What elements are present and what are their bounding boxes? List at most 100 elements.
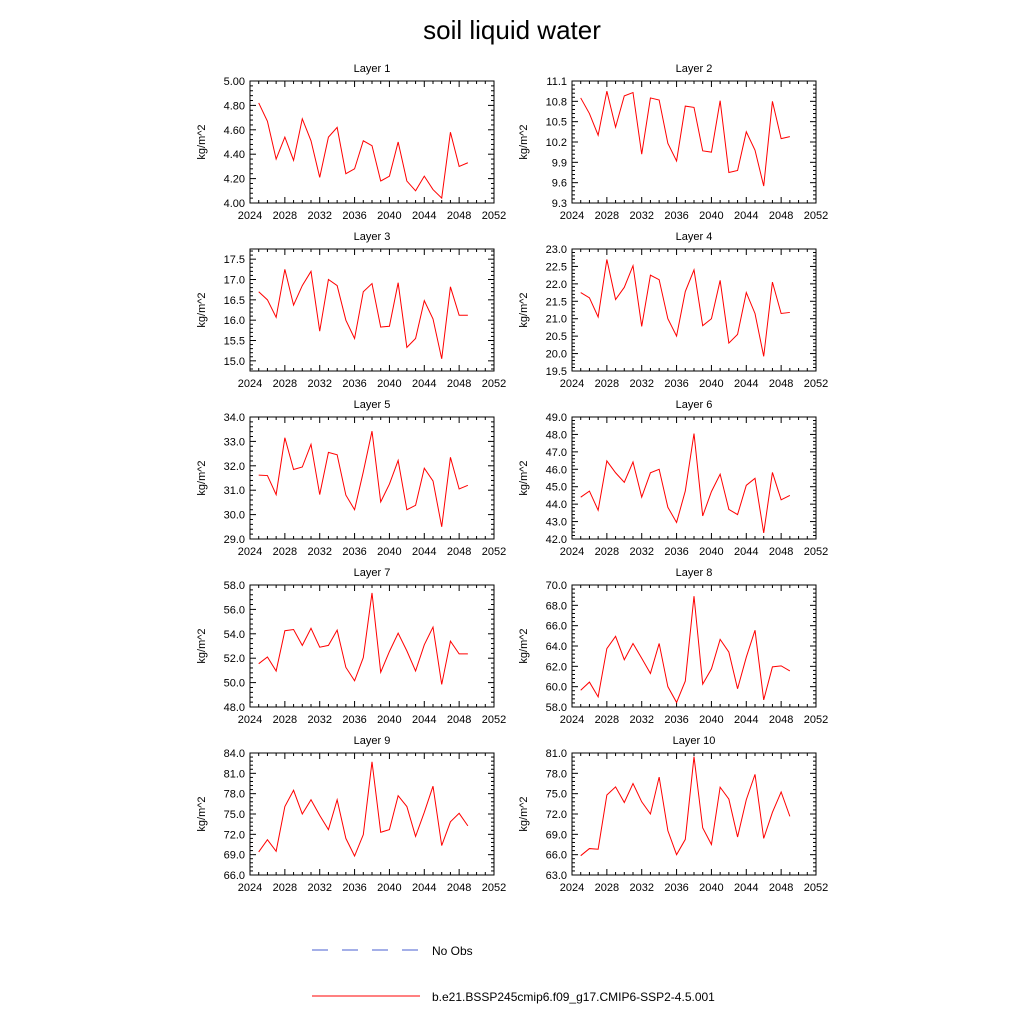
x-tick-label: 2032: [629, 882, 653, 894]
plot-frame: [249, 416, 495, 540]
legend-label-no-obs: No Obs: [432, 944, 473, 958]
x-tick-label: 2036: [342, 378, 366, 390]
x-tick-label: 2040: [377, 210, 401, 222]
y-tick-label: 34.0: [224, 412, 245, 424]
x-tick-label: 2044: [412, 378, 436, 390]
y-tick-label: 48.0: [546, 429, 567, 441]
series-line: [580, 433, 791, 533]
panel-title: Layer 1: [354, 63, 391, 75]
panel-title: Layer 2: [676, 63, 713, 75]
y-tick-label: 21.5: [546, 296, 567, 308]
panel-5: Layer 5 kg/m^2 2024 2028 2032 2036 2040 2044 204…: [196, 399, 506, 558]
y-axis-label: kg/m^2: [196, 292, 208, 327]
x-tick-label: 2036: [664, 882, 688, 894]
x-tick-label: 2044: [734, 546, 758, 558]
x-tick-label: 2024: [238, 546, 262, 558]
plot-frame: [249, 584, 495, 708]
panel-8: Layer 8 kg/m^2 2024 2028 2032 2036 2040 2044 204…: [518, 567, 828, 726]
plot-frame: [571, 752, 817, 876]
panel-2: Layer 2 kg/m^2 2024 2028 2032 2036 2040 2044 204…: [518, 63, 828, 222]
x-tick-label: 2052: [804, 546, 828, 558]
panel-6: Layer 6 kg/m^2 2024 2028 2032 2036 2040 2044 204…: [518, 399, 828, 558]
legend: No Obs b.e21.BSSP245cmip6.f09_g17.CMIP6-…: [312, 944, 715, 1004]
x-tick-label: 2044: [412, 882, 436, 894]
x-tick-label: 2036: [342, 546, 366, 558]
x-tick-label: 2024: [560, 378, 584, 390]
y-tick-label: 50.0: [224, 678, 245, 690]
x-tick-label: 2036: [342, 882, 366, 894]
y-tick-label: 66.0: [224, 870, 245, 882]
y-tick-label: 32.0: [224, 461, 245, 473]
y-tick-label: 21.0: [546, 314, 567, 326]
x-tick-label: 2028: [595, 378, 619, 390]
x-tick-label: 2048: [447, 546, 471, 558]
panel-10: Layer 10 kg/m^2 2024 2028 2032 2036 2040 2044 20…: [518, 735, 828, 894]
y-tick-label: 9.6: [552, 178, 567, 190]
x-tick-label: 2048: [447, 882, 471, 894]
y-tick-label: 68.0: [546, 600, 567, 612]
x-tick-label: 2052: [482, 378, 506, 390]
y-tick-label: 23.0: [546, 244, 567, 256]
y-tick-label: 62.0: [546, 661, 567, 673]
x-tick-label: 2024: [560, 714, 584, 726]
y-tick-label: 5.00: [224, 76, 245, 88]
y-tick-label: 48.0: [224, 702, 245, 714]
x-tick-label: 2040: [377, 378, 401, 390]
x-tick-label: 2044: [412, 546, 436, 558]
y-tick-label: 4.80: [224, 100, 245, 112]
y-tick-label: 75.0: [224, 809, 245, 821]
series-line: [580, 91, 790, 187]
y-tick-label: 9.9: [552, 157, 567, 169]
x-tick-label: 2036: [664, 378, 688, 390]
y-tick-label: 11.1: [546, 76, 567, 88]
y-tick-label: 4.60: [224, 125, 245, 137]
y-tick-label: 52.0: [224, 653, 245, 665]
x-tick-label: 2040: [699, 714, 723, 726]
y-tick-label: 16.0: [224, 315, 245, 327]
y-tick-label: 78.0: [546, 768, 567, 780]
panel-title: Layer 5: [354, 399, 391, 411]
x-tick-label: 2032: [307, 210, 331, 222]
series-line: [258, 592, 468, 685]
y-tick-label: 30.0: [224, 510, 245, 522]
legend-label-model: b.e21.BSSP245cmip6.f09_g17.CMIP6-SSP2-4.…: [432, 990, 715, 1004]
series-line: [580, 596, 791, 704]
y-tick-label: 69.0: [224, 850, 245, 862]
x-tick-label: 2032: [307, 546, 331, 558]
x-tick-label: 2036: [664, 714, 688, 726]
x-tick-label: 2024: [238, 210, 262, 222]
y-tick-label: 4.40: [224, 149, 245, 161]
x-tick-label: 2032: [629, 546, 653, 558]
x-tick-label: 2024: [560, 546, 584, 558]
x-tick-label: 2044: [412, 714, 436, 726]
x-tick-label: 2036: [664, 210, 688, 222]
y-axis-label: kg/m^2: [518, 460, 530, 495]
panel-9: Layer 9 kg/m^2 2024 2028 2032 2036 2040 2044 204…: [196, 735, 506, 894]
x-tick-label: 2024: [560, 210, 584, 222]
x-tick-label: 2028: [273, 546, 297, 558]
y-axis-label: kg/m^2: [518, 796, 530, 831]
y-tick-label: 69.0: [546, 829, 567, 841]
y-tick-label: 22.0: [546, 279, 567, 291]
x-tick-label: 2048: [447, 378, 471, 390]
y-tick-label: 15.0: [224, 356, 245, 368]
y-tick-label: 81.0: [224, 768, 245, 780]
plot-frame: [249, 752, 495, 876]
y-tick-label: 15.5: [224, 336, 245, 348]
y-tick-label: 10.5: [546, 117, 567, 129]
y-tick-label: 19.5: [546, 366, 567, 378]
x-tick-label: 2052: [482, 210, 506, 222]
x-tick-label: 2052: [482, 546, 506, 558]
y-tick-label: 45.0: [546, 482, 567, 494]
y-tick-label: 16.5: [224, 295, 245, 307]
series-line: [258, 269, 468, 359]
x-tick-label: 2052: [804, 378, 828, 390]
y-tick-label: 64.0: [546, 641, 567, 653]
x-tick-label: 2032: [307, 378, 331, 390]
series-line: [258, 431, 469, 527]
y-tick-label: 63.0: [546, 870, 567, 882]
series-line: [258, 102, 469, 200]
y-tick-label: 70.0: [546, 580, 567, 592]
panel-title: Layer 10: [673, 735, 716, 747]
